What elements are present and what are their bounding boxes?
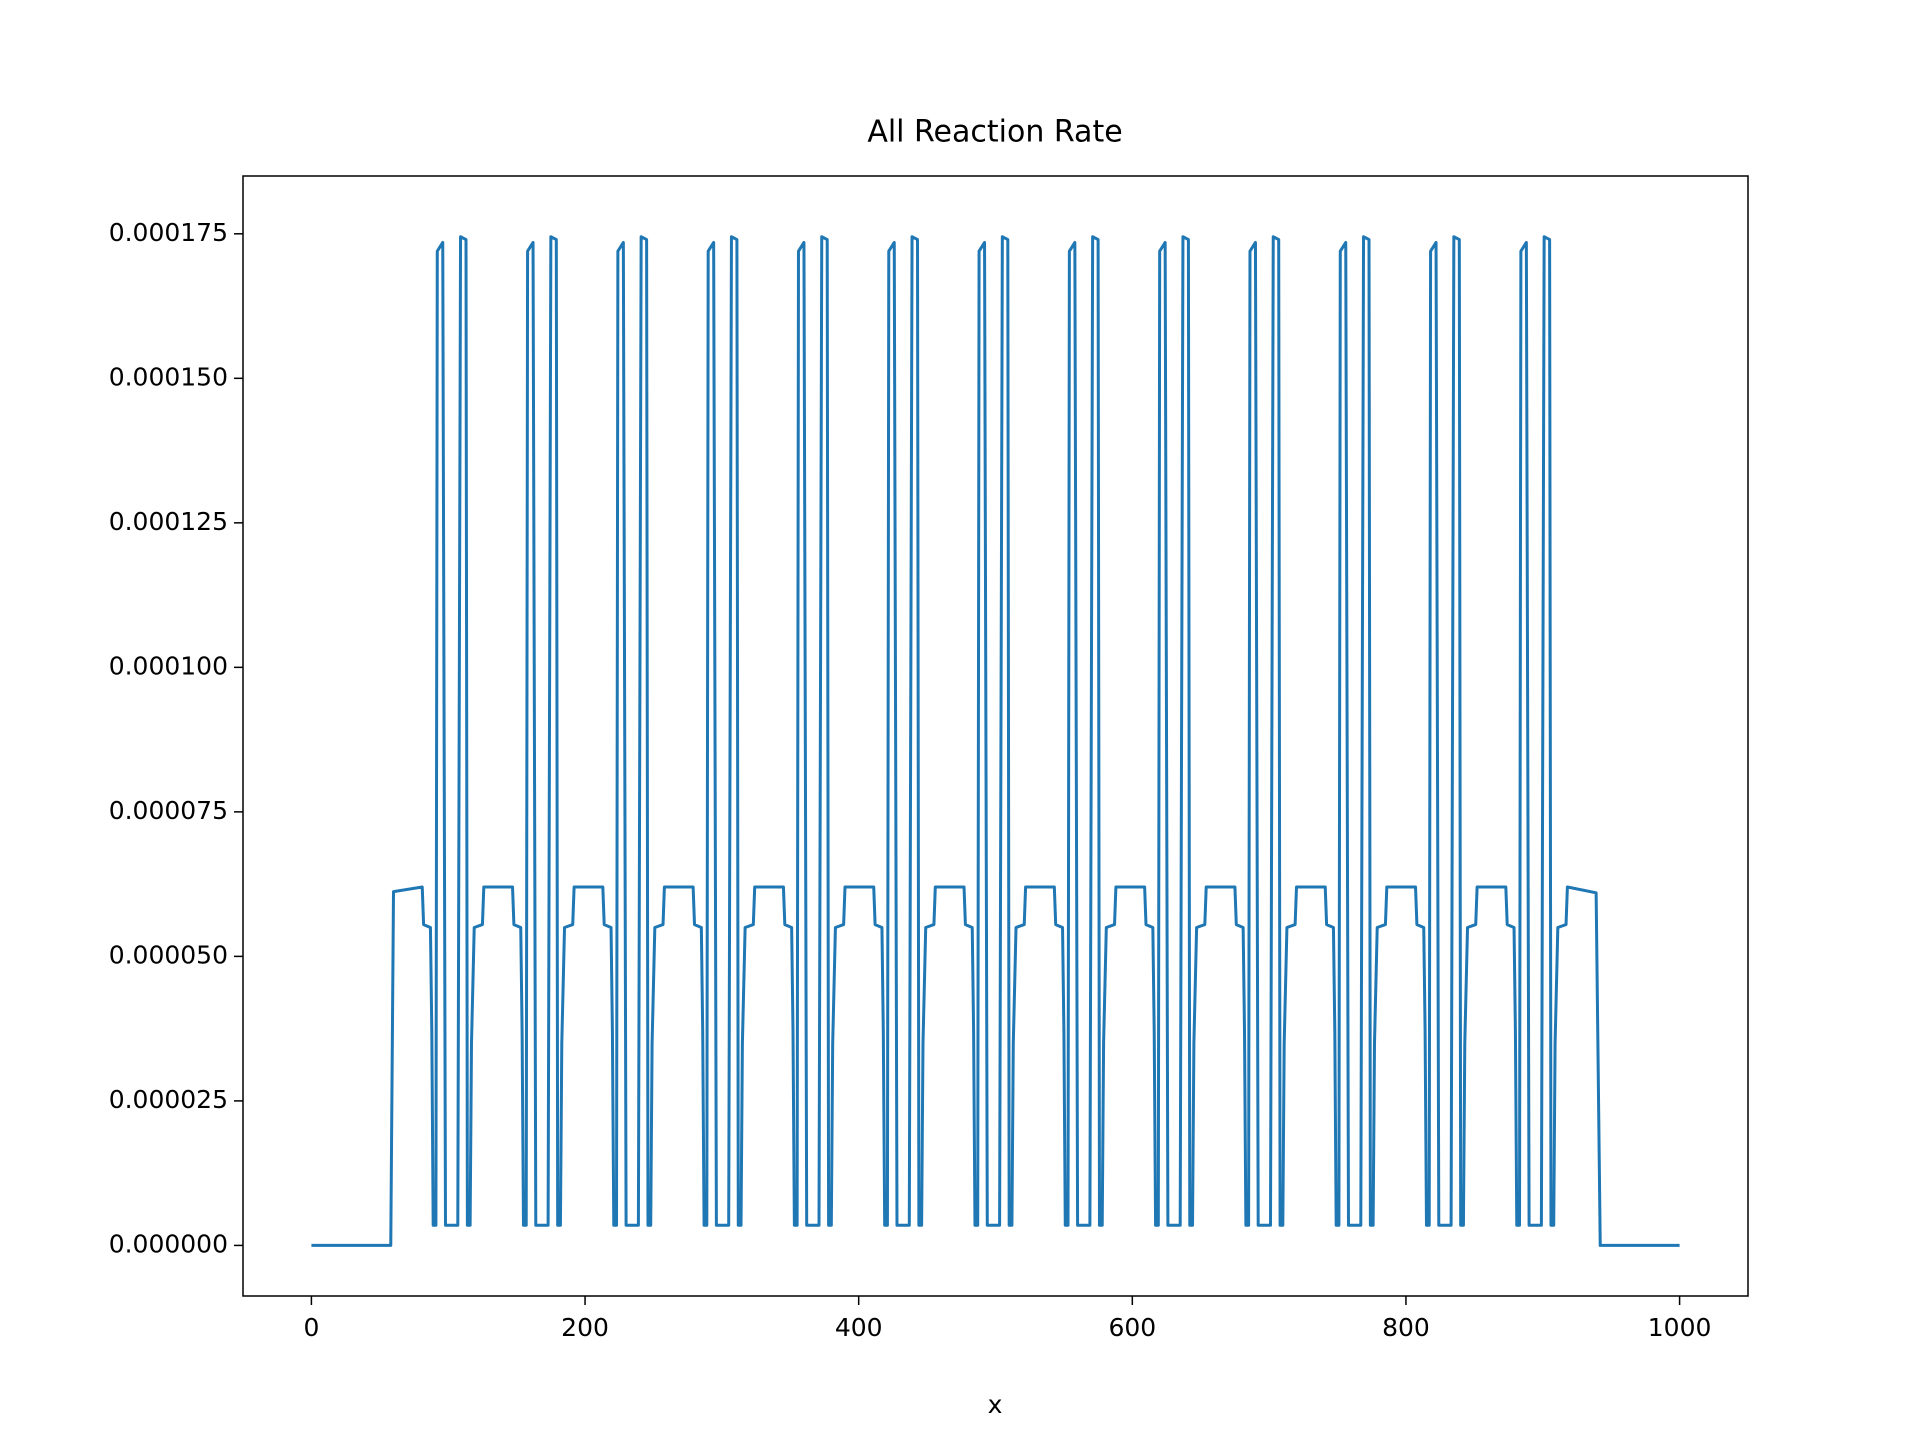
- data-line: [311, 235, 1680, 1247]
- x-axis-label: x: [988, 1390, 1003, 1419]
- x-tick-label: 200: [561, 1313, 609, 1342]
- y-tick-label: 0.000100: [109, 651, 228, 680]
- y-tick-label: 0.000050: [109, 940, 228, 969]
- x-tick-label: 600: [1108, 1313, 1156, 1342]
- y-tick-label: 0.000175: [109, 218, 228, 247]
- y-tick-label: 0.000000: [109, 1229, 228, 1258]
- x-tick-label: 1000: [1648, 1313, 1712, 1342]
- plot-frame: [242, 175, 1749, 1297]
- x-tick-label: 0: [303, 1313, 319, 1342]
- y-tick-label: 0.000125: [109, 507, 228, 536]
- chart-title: All Reaction Rate: [867, 115, 1122, 150]
- x-tick-label: 800: [1382, 1313, 1430, 1342]
- y-tick-label: 0.000025: [109, 1085, 228, 1114]
- x-tick-label: 400: [835, 1313, 883, 1342]
- y-tick-label: 0.000075: [109, 796, 228, 825]
- y-tick-label: 0.000150: [109, 362, 228, 391]
